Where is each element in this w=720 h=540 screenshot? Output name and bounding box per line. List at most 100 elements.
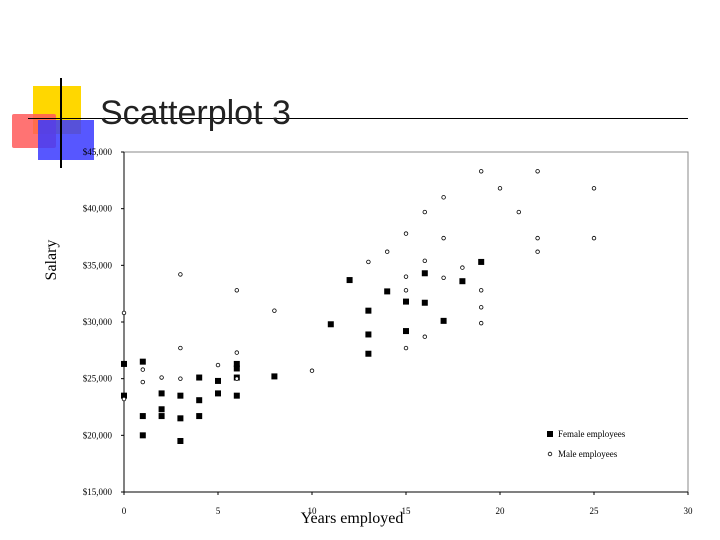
female-data-point [478, 258, 485, 265]
x-tick-label: 25 [590, 506, 600, 516]
female-data-point [215, 390, 221, 397]
female-data-point [327, 321, 334, 328]
female-data-point [271, 373, 278, 380]
male-data-point [497, 186, 503, 191]
female-data-point [233, 360, 240, 367]
female-data-point [233, 365, 240, 372]
decorative-vertical-line [60, 78, 62, 168]
female-data-point [158, 390, 165, 397]
male-data-point [366, 259, 371, 265]
male-data-point [479, 320, 484, 326]
male-data-point [403, 231, 409, 236]
female-data-point [403, 298, 409, 305]
male-data-point [272, 308, 277, 313]
y-tick-label: $15,000 [83, 487, 113, 497]
male-data-point [535, 169, 540, 174]
female-data-point [215, 377, 221, 384]
x-tick-label: 0 [122, 506, 127, 516]
male-data-point [403, 288, 409, 293]
female-data-point [196, 413, 203, 420]
female-data-point [121, 360, 127, 367]
y-tick-label: $35,000 [83, 260, 113, 270]
y-tick-label: $30,000 [83, 317, 113, 327]
male-data-point [422, 209, 427, 215]
male-data-point [479, 288, 484, 293]
female-data-point [346, 277, 353, 284]
x-tick-label: 30 [684, 506, 694, 516]
male-data-point [234, 350, 239, 355]
female-data-point [139, 358, 146, 365]
female-data-point [177, 392, 184, 399]
male-data-point [422, 258, 427, 263]
female-data-point [158, 413, 165, 420]
decorative-blue-square [38, 120, 94, 160]
decorative-horizontal-line [28, 118, 688, 119]
female-data-point [459, 278, 466, 285]
male-data-point [422, 334, 427, 339]
x-tick-labels: 0 5 10 15 20 25 30 [122, 492, 693, 516]
female-data-point [421, 299, 428, 306]
female-data-point [421, 270, 428, 277]
male-data-point [385, 249, 390, 254]
male-data-point [403, 274, 409, 279]
male-data-point [441, 275, 446, 280]
y-tick-label: $25,000 [83, 374, 113, 384]
x-tick-label: 20 [496, 506, 506, 516]
female-data-point [139, 413, 146, 420]
female-data-point [121, 392, 127, 399]
y-tick-label: $20,000 [83, 430, 113, 440]
x-tick-label: 15 [402, 506, 412, 516]
chart-axes [123, 151, 689, 493]
female-data-point [365, 331, 372, 338]
male-data-point [535, 235, 540, 241]
male-data-point [159, 375, 164, 380]
female-data-point [158, 406, 165, 413]
x-tick-label: 5 [216, 506, 221, 516]
y-tick-label: $40,000 [83, 204, 113, 214]
male-data-point [215, 362, 221, 368]
male-data-point [460, 265, 465, 270]
male-data-point [234, 376, 239, 381]
male-data-point [140, 379, 145, 385]
male-data-point [516, 209, 521, 215]
legend-label: Female employees [558, 429, 626, 439]
male-data-point [441, 235, 446, 241]
legend-label: Male employees [558, 449, 618, 459]
slide-title: Scatterplot 3 [100, 94, 291, 132]
female-data-point [403, 328, 409, 335]
chart-legend: Female employees Male employees [547, 429, 626, 459]
data-points [121, 169, 597, 444]
female-data-point [440, 317, 447, 324]
y-axis-label: Salary [43, 239, 60, 281]
male-data-point [178, 345, 183, 351]
male-data-point [121, 310, 127, 316]
male-data-point [479, 169, 484, 174]
male-data-point [591, 186, 597, 191]
female-data-point [365, 350, 372, 357]
male-data-point [441, 195, 446, 200]
male-data-point [403, 345, 409, 351]
legend-male-marker [547, 451, 553, 457]
female-data-point [139, 432, 146, 439]
female-data-point [177, 415, 184, 422]
male-data-point [178, 376, 183, 381]
male-data-point [535, 249, 540, 254]
x-tick-label: 10 [308, 506, 318, 516]
female-data-point [196, 397, 203, 404]
female-data-point [177, 438, 184, 444]
female-data-point [365, 307, 372, 314]
female-data-point [233, 392, 240, 399]
series-male [121, 169, 597, 402]
male-data-point [591, 235, 597, 241]
male-data-point [479, 305, 484, 310]
x-axis-label: Years employed [300, 510, 404, 527]
male-data-point [309, 368, 315, 373]
female-data-point [384, 288, 391, 295]
male-data-point [121, 396, 127, 402]
plot-frame [123, 151, 689, 493]
legend-female-marker [547, 431, 553, 437]
female-data-point [196, 374, 203, 381]
y-tick-labels: $15,000 $20,000 $25,000 $30,000 $35,000 $40,0… [83, 147, 124, 497]
y-tick-label: $45,000 [83, 147, 113, 157]
